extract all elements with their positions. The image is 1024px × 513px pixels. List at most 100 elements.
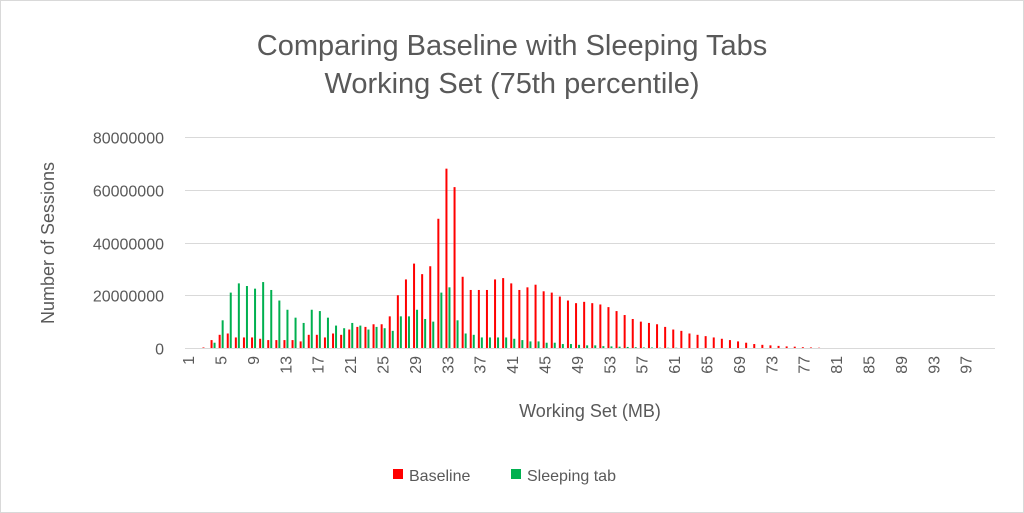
bars [202,168,821,348]
baseline-bar [720,338,723,348]
x-tick-label: 77 [797,356,814,374]
baseline-bar [202,347,205,348]
x-tick-labels: 1 5 9 13 17 21 25 29 33 37 41 45 49 53 57 61 65 69 73 77 81 8… [181,356,976,374]
baseline-bar [413,263,416,348]
baseline-bar [623,315,626,348]
x-tick-label: 45 [537,356,554,374]
y-tick-label: 0 [155,342,164,359]
x-tick-label: 57 [635,356,652,374]
baseline-bar [275,340,278,348]
x-tick-label: 33 [440,356,457,374]
sleeping-tab-bar [440,292,443,348]
sleeping-tab-bar [529,341,532,348]
sleeping-tab-bar [221,320,224,348]
sleeping-tab-bar [416,309,419,348]
sleeping-tab-bar [456,320,459,348]
baseline-bar [453,187,456,348]
baseline-bar [315,334,318,348]
baseline-bar [607,307,610,348]
baseline-bar [477,289,480,348]
sleeping-tab-bar [594,345,597,348]
x-tick-label: 1 [181,356,198,365]
baseline-bar [777,345,780,348]
baseline-bar [429,266,432,348]
baseline-bar [591,303,594,348]
baseline-bar [340,334,343,348]
sleeping-tab-bar [237,283,240,348]
x-tick-label: 9 [246,356,263,365]
baseline-bar [745,342,748,348]
baseline-bar [404,279,407,348]
legend-swatch-baseline [393,469,403,479]
legend-label-baseline: Baseline [409,468,470,485]
legend-swatch-sleeping-tab [511,469,521,479]
baseline-bar [259,338,262,348]
baseline-bar [469,289,472,348]
x-tick-label: 69 [732,356,749,374]
y-tick-label: 20000000 [93,289,164,306]
x-tick-label: 13 [278,356,295,374]
baseline-bar [583,301,586,348]
baseline-bar [396,295,399,348]
sleeping-tab-bar [318,311,321,348]
sleeping-tab-bar [586,345,589,348]
sleeping-tab-bar [367,329,370,348]
sleeping-tab-bar [375,326,378,348]
sleeping-tab-bar [302,322,305,348]
baseline-bar [323,337,326,348]
sleeping-tab-bar [602,346,605,348]
baseline-bar [704,336,707,348]
legend-label-sleeping-tab: Sleeping tab [527,468,616,485]
baseline-bar [801,347,804,348]
x-tick-label: 41 [505,356,522,374]
sleeping-tab-bar [335,325,338,348]
baseline-bar [518,289,521,348]
sleeping-tab-bar [262,282,265,348]
sleeping-tab-bar [432,321,435,348]
baseline-bar [550,292,553,348]
sleeping-tab-bar [569,344,572,348]
sleeping-tab-bar [610,346,613,348]
baseline-bar [575,303,578,348]
baseline-bar [664,326,667,348]
baseline-bar [712,337,715,348]
sleeping-tab-bar [326,317,329,348]
baseline-bar [461,276,464,348]
sleeping-tab-bar [351,322,354,348]
baseline-bar [672,329,675,348]
sleeping-tab-bar [537,341,540,348]
sleeping-tab-bar [497,337,500,348]
sleeping-tab-bar [254,288,257,348]
x-axis-title: Working Set (MB) [519,401,661,421]
baseline-bar [639,321,642,348]
x-tick-label: 53 [602,356,619,374]
y-tick-label: 60000000 [93,184,164,201]
baseline-bar [356,326,359,348]
sleeping-tab-bar [561,344,564,348]
sleeping-tab-bar [383,328,386,348]
y-tick-labels: 0 20000000 40000000 60000000 80000000 [93,131,164,359]
baseline-bar [558,296,561,348]
x-tick-label: 85 [861,356,878,374]
baseline-bar [502,278,505,348]
sleeping-tab-bar [391,330,394,348]
sleeping-tab-bar [294,317,297,348]
legend: Baseline Sleeping tab [393,468,616,485]
baseline-bar [769,345,772,348]
sleeping-tab-bar [626,346,629,348]
sleeping-tab-bar [310,309,313,348]
baseline-bar [631,318,634,348]
x-tick-label: 29 [408,356,425,374]
baseline-bar [785,346,788,348]
baseline-bar [647,322,650,348]
x-tick-label: 21 [343,356,360,374]
sleeping-tab-bar [618,346,621,348]
baseline-bar [793,346,796,348]
baseline-bar [526,287,529,348]
baseline-bar [566,300,569,348]
gridlines [185,137,995,349]
x-tick-label: 89 [894,356,911,374]
sleeping-tab-bar [642,347,645,348]
baseline-bar [234,337,237,348]
